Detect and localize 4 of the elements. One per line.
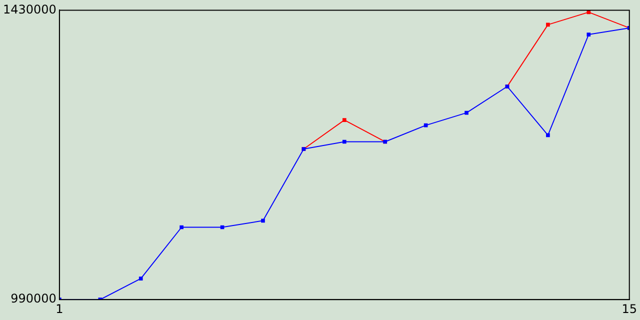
x-tick-label: 15 bbox=[622, 302, 638, 316]
y-tick-label: 990000 bbox=[10, 292, 56, 306]
x-tick-label: 1 bbox=[56, 302, 64, 316]
y-tick-label: 1430000 bbox=[2, 2, 56, 16]
